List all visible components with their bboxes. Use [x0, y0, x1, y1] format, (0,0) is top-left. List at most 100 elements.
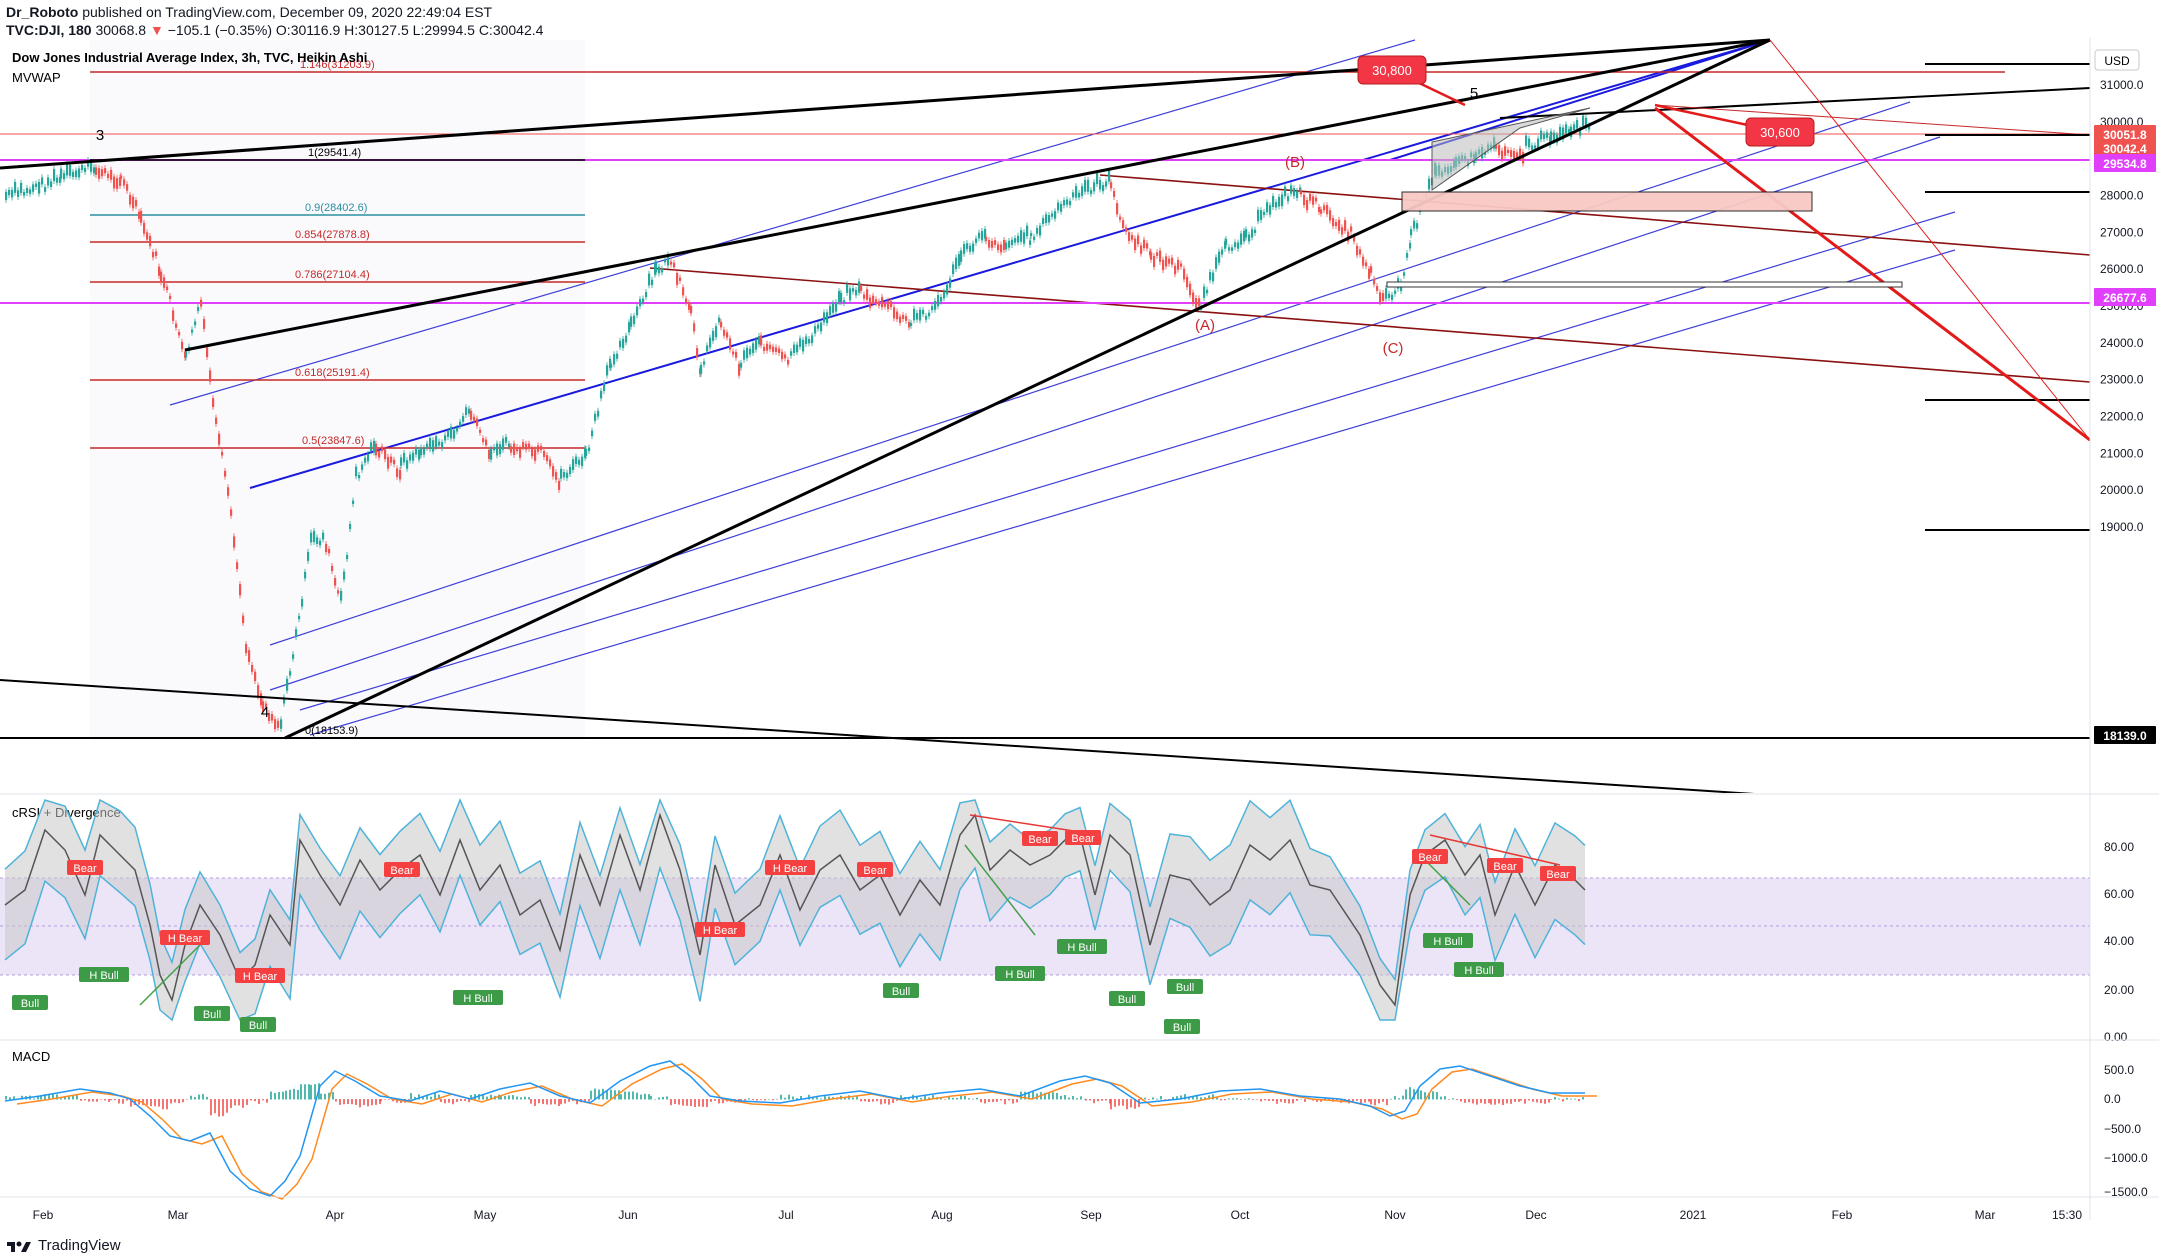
- macd-histogram-bar: [1288, 1099, 1290, 1104]
- candle-body: [1168, 258, 1171, 264]
- macd-histogram-bar: [1232, 1098, 1234, 1100]
- candle-body: [138, 211, 141, 219]
- divergence-signals: Bear H Bear H Bear Bear H Bear H Bear Bear Bear…: [12, 830, 1576, 1034]
- macd-histogram-bar: [650, 1095, 652, 1100]
- candle-body: [633, 315, 636, 325]
- macd-histogram-bar: [530, 1099, 532, 1104]
- candle-body: [242, 615, 245, 624]
- candle-body: [860, 285, 863, 291]
- macd-histogram-bar: [1490, 1099, 1492, 1105]
- candle-body: [1269, 205, 1272, 215]
- candle-body: [166, 286, 169, 291]
- macd-histogram-bar: [992, 1099, 994, 1103]
- candle-body: [766, 343, 769, 351]
- candle-body: [752, 343, 755, 354]
- time-axis[interactable]: Feb Mar Apr May Jun Jul Aug Sep Oct Nov Dec 2021 Feb…: [33, 1208, 2083, 1222]
- candle-body: [44, 187, 47, 192]
- candle-body: [283, 697, 286, 704]
- macd-histogram-bar: [1420, 1090, 1422, 1100]
- macd-histogram-bar: [674, 1099, 676, 1104]
- macd-histogram-bar: [508, 1095, 510, 1100]
- macd-histogram-bar: [150, 1099, 152, 1107]
- macd-histogram-bar: [198, 1094, 200, 1100]
- macd-histogram-bar: [310, 1084, 312, 1100]
- candle-body: [732, 351, 735, 355]
- channel-line: [299, 211, 1956, 711]
- candle-body: [1057, 202, 1060, 211]
- price-tag-text: 30042.4: [2103, 142, 2147, 156]
- macd-histogram-bar: [258, 1099, 260, 1104]
- macd-histogram-bar: [1484, 1099, 1486, 1104]
- candle-body: [715, 326, 718, 338]
- macd-histogram-bar: [285, 1090, 287, 1100]
- chart-canvas[interactable]: 1.146(31203.9) 1(29541.4) 0.9(28402.6) 0.85…: [0, 38, 2159, 1258]
- macd-histogram-bar: [1248, 1098, 1250, 1100]
- candle-body: [227, 487, 230, 496]
- macd-histogram-bar: [1080, 1096, 1082, 1100]
- candle-body: [185, 351, 188, 358]
- candle-body: [852, 288, 855, 292]
- candle-body: [47, 177, 50, 186]
- candle-body: [1299, 187, 1302, 192]
- candle-body: [340, 590, 343, 601]
- macd-histogram-bar: [516, 1096, 518, 1100]
- tradingview-footer[interactable]: TradingView: [6, 1237, 121, 1254]
- candle-body: [566, 472, 569, 479]
- candle-body: [1309, 193, 1312, 201]
- macd-histogram-bar: [456, 1099, 458, 1102]
- price-tick-label: 26000.0: [2100, 262, 2144, 276]
- candle-body: [1565, 124, 1568, 134]
- wave-label: (B): [1285, 154, 1305, 171]
- candle-body: [418, 449, 421, 460]
- candle-body: [1156, 252, 1159, 256]
- candle-body: [1231, 247, 1234, 251]
- macd-histogram-bar: [900, 1095, 902, 1100]
- candle-body: [349, 524, 352, 530]
- macd-histogram-bar: [460, 1099, 462, 1101]
- macd-histogram-bar: [844, 1097, 846, 1100]
- macd-histogram-bar: [1296, 1099, 1298, 1101]
- macd-histogram-bar: [520, 1097, 522, 1100]
- candle-body: [119, 177, 122, 186]
- price-tick-label: 31000.0: [2100, 78, 2144, 92]
- time-tick-label: 15:30: [2052, 1208, 2082, 1222]
- candle-body: [1320, 209, 1323, 214]
- macd-histogram-bar: [1510, 1099, 1512, 1104]
- candle-body: [997, 244, 1000, 251]
- macd-histogram-bar: [948, 1096, 950, 1100]
- macd-histogram-bar: [48, 1094, 50, 1100]
- macd-histogram-bar: [1464, 1099, 1466, 1103]
- macd-histogram-bar: [1268, 1099, 1270, 1101]
- candle-body: [1108, 170, 1111, 182]
- candle-body: [254, 671, 257, 682]
- macd-histogram-bar: [1386, 1099, 1388, 1106]
- candle-body: [87, 159, 90, 167]
- candle-body: [63, 173, 66, 180]
- candle-body: [575, 456, 578, 465]
- candle-body: [104, 168, 107, 174]
- candle-body: [206, 347, 209, 358]
- macd-histogram-bar: [426, 1094, 428, 1100]
- candle-body: [893, 307, 896, 319]
- macd-axis[interactable]: 500.0 0.0 −500.0 −1000.0 −1500.0: [2104, 1063, 2148, 1199]
- crsi-axis[interactable]: 80.00 60.00 40.00 20.00 0.00: [2104, 840, 2134, 1044]
- callout-box: [1745, 117, 1815, 147]
- candle-body: [152, 251, 155, 258]
- macd-histogram-bar: [37, 1096, 39, 1100]
- currency-badge[interactable]: [2094, 49, 2140, 71]
- candle-body: [763, 346, 766, 351]
- author-name[interactable]: Dr_Roboto: [6, 4, 79, 20]
- candle-body: [688, 302, 691, 310]
- macd-histogram-bar: [1506, 1099, 1508, 1104]
- signal-badge: [67, 860, 103, 875]
- macd-histogram-bar: [860, 1099, 862, 1102]
- macd-histogram-bar: [1114, 1099, 1116, 1107]
- macd-histogram-bar: [1409, 1087, 1411, 1100]
- signal-text: Bull: [892, 986, 910, 998]
- candle-body: [1495, 144, 1498, 149]
- candle-body: [1413, 220, 1416, 229]
- candle-body: [978, 232, 981, 239]
- candle-body: [444, 435, 447, 441]
- candle-body: [1507, 149, 1510, 154]
- macd-histogram-bar: [13, 1096, 15, 1100]
